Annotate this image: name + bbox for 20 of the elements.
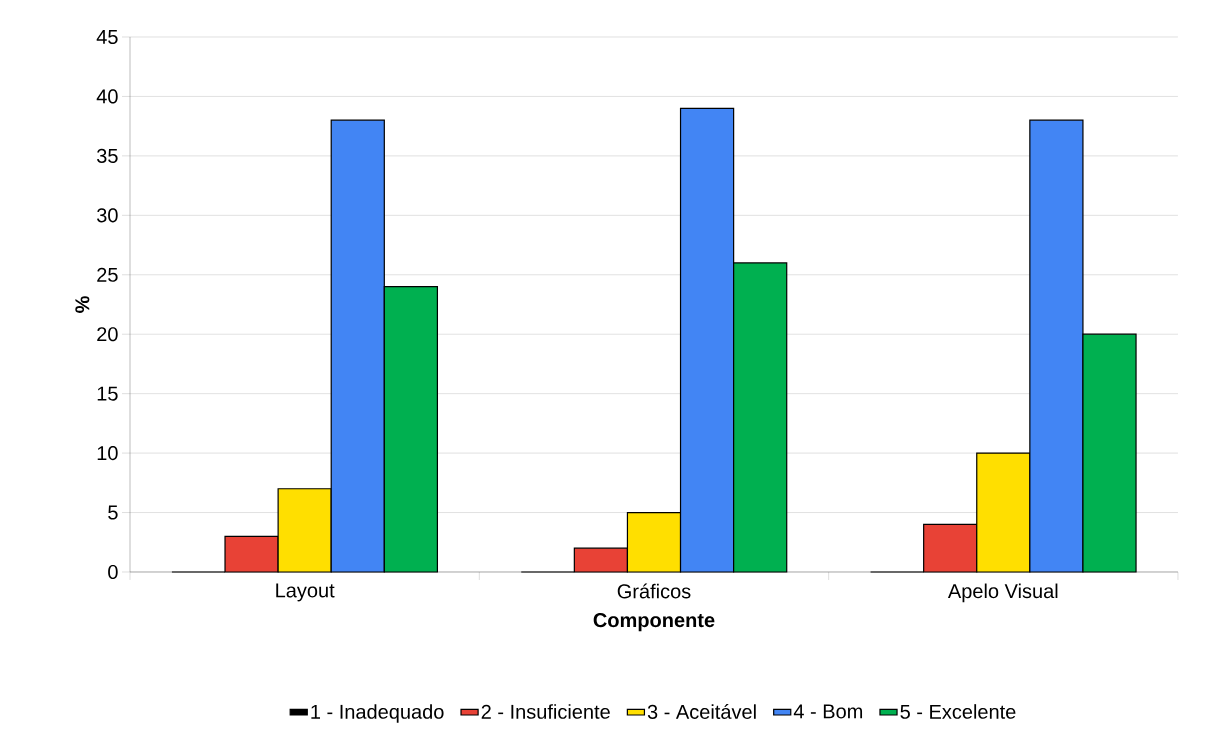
y-tick-label: 30 [97,208,118,223]
y-tick-label: 25 [97,267,118,282]
legend-label: 4 - Bom [793,704,863,719]
legend-label: 5 - Excelente [900,704,1016,719]
y-tick-label: 0 [108,564,118,580]
legend-label: 3 - Aceitável [647,704,756,719]
x-tick-label: Layout [276,583,335,602]
y-tick-label: 45 [96,30,118,44]
x-tick-label: Gráficos [617,583,691,599]
y-tick-label: 5 [108,505,118,520]
y-tick-label: 10 [97,446,118,461]
y-tick-label: 40 [96,89,118,104]
y-axis-title: % [75,296,90,313]
y-tick-label: 20 [97,327,118,342]
x-axis-title: Componente [593,613,715,632]
y-tick-label: 35 [97,148,118,163]
y-tick-label: 15 [97,386,118,401]
legend-label: 2 - Insuficiente [481,704,610,719]
legend-label: 1 - Inadequado [311,704,444,723]
x-tick-label: Apelo Visual [947,583,1058,603]
